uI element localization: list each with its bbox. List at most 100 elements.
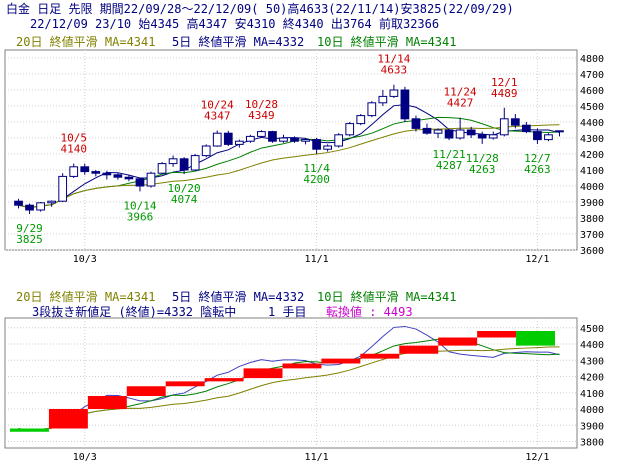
candle-body xyxy=(521,124,531,133)
three-line-break-brick xyxy=(516,331,555,346)
candle-body xyxy=(544,134,553,141)
price-y-axis: 3600 3700 3800 3900 4000 4100 4200 4300 4400 4500… xyxy=(580,54,604,257)
kagi-y-tick: 3800 xyxy=(580,438,604,449)
candle-body xyxy=(234,140,244,145)
candle-body xyxy=(201,145,211,157)
candle-body xyxy=(455,129,465,139)
candle-body xyxy=(69,166,79,177)
price-y-tick: 3800 xyxy=(580,214,604,225)
annotation-date: 11/4 xyxy=(303,162,330,175)
candle-body xyxy=(555,130,564,133)
ma20-line xyxy=(18,124,560,209)
candle-body xyxy=(257,131,266,137)
candle-body xyxy=(301,139,310,142)
candle-body xyxy=(179,158,189,171)
kagi-y-axis: 3800 3900 4000 4100 4200 4300 4400 4500 xyxy=(580,324,604,449)
three-line-break-brick xyxy=(87,396,127,409)
candle-body xyxy=(378,95,388,104)
annotation-date: 10/24 xyxy=(201,98,234,111)
annotation-value: 4489 xyxy=(491,87,518,100)
candle-body xyxy=(290,137,299,142)
kagi-x-axis: 10/3 11/1 12/1 xyxy=(73,452,550,463)
candle-body xyxy=(91,171,101,174)
price-y-tick: 4000 xyxy=(580,182,604,193)
candle-body xyxy=(124,176,134,180)
three-line-break-brick xyxy=(204,378,244,382)
three-line-break-series xyxy=(10,331,555,432)
header-period-line: 白金 日足 先限 期間22/09/28～22/12/09( 50)高4633(2… xyxy=(6,2,514,16)
annotation-value: 4074 xyxy=(171,193,198,206)
annotation-value: 4263 xyxy=(524,163,551,176)
candle-body xyxy=(510,118,520,126)
candle-body xyxy=(268,131,277,142)
candle-body xyxy=(80,166,90,173)
candle-body xyxy=(146,172,156,187)
price-y-tick: 4400 xyxy=(580,118,604,129)
price-y-tick: 4600 xyxy=(580,86,604,97)
annotation-date: 9/29 xyxy=(16,222,43,235)
candle-body xyxy=(25,204,34,211)
price-y-tick: 4200 xyxy=(580,150,604,161)
candle-body xyxy=(367,102,377,117)
price-y-tick: 4700 xyxy=(580,70,604,81)
candle-body xyxy=(36,202,45,211)
annotation-date: 10/5 xyxy=(60,132,87,145)
three-line-break-brick xyxy=(126,386,166,396)
annotation-value: 3825 xyxy=(16,233,43,246)
header-last-bar-line: 22/12/09 23/10 始4345 高4347 安4310 終4340 出… xyxy=(30,17,440,31)
three-line-break-step: 1 手目 xyxy=(268,305,306,319)
kagi-x-tick: 10/3 xyxy=(73,452,97,463)
candle-body xyxy=(279,137,288,142)
annotation-date: 10/14 xyxy=(123,199,156,212)
candle-body xyxy=(466,129,476,136)
kagi-ma20-line xyxy=(18,346,560,432)
kagi-x-tick: 12/1 xyxy=(525,452,549,463)
price-y-tick: 4800 xyxy=(580,54,604,65)
kagi-y-tick: 4300 xyxy=(580,356,604,367)
kagi-ma5-line xyxy=(18,325,560,432)
candle-body xyxy=(345,123,355,136)
annotation-value: 4140 xyxy=(60,143,87,156)
kagi-panel-frame xyxy=(4,317,578,449)
three-line-break-brick xyxy=(243,368,283,379)
annotation-date: 10/20 xyxy=(168,182,201,195)
candle-body xyxy=(433,129,443,134)
three-line-break-brick xyxy=(165,381,205,387)
price-x-tick: 10/3 xyxy=(73,254,97,265)
annotation-value: 4427 xyxy=(447,97,474,110)
candle-body xyxy=(422,127,432,134)
candle-body xyxy=(157,163,167,174)
kagi-y-tick: 3900 xyxy=(580,421,604,432)
kagi-y-tick: 4000 xyxy=(580,405,604,416)
annotation-date: 12/7 xyxy=(524,152,551,165)
candle-body xyxy=(334,134,344,147)
annotation-value: 4633 xyxy=(381,64,408,77)
kagi-y-tick: 4200 xyxy=(580,373,604,384)
price-x-tick: 11/1 xyxy=(305,254,329,265)
price-x-axis: 10/3 11/1 12/1 xyxy=(73,254,550,265)
annotation-date: 10/28 xyxy=(245,98,278,111)
price-y-tick: 4100 xyxy=(580,166,604,177)
candle-body xyxy=(135,178,145,187)
candle-body xyxy=(356,115,366,125)
three-line-break-brick xyxy=(10,428,49,432)
candle-body xyxy=(113,174,123,178)
three-line-break-brick xyxy=(282,363,322,369)
annotation-date: 11/28 xyxy=(466,152,499,165)
three-line-break-brick xyxy=(48,409,88,429)
candle-body xyxy=(323,145,333,150)
kagi-y-tick: 4500 xyxy=(580,324,604,335)
candle-body xyxy=(400,89,410,120)
kagi-x-tick: 11/1 xyxy=(305,452,329,463)
legend-ma20: 20日 終値平滑 MA=4341 xyxy=(16,34,155,49)
three-line-break-brick xyxy=(321,358,361,364)
legend2-ma10: 10日 終値平滑 MA=4341 xyxy=(317,289,456,304)
price-x-tick: 12/1 xyxy=(525,254,549,265)
price-y-tick: 3900 xyxy=(580,198,604,209)
candle-body xyxy=(488,134,498,139)
kagi-y-tick: 4400 xyxy=(580,340,604,351)
candle-body xyxy=(389,89,399,97)
three-line-break-brick xyxy=(399,345,439,354)
candle-body xyxy=(58,175,68,202)
